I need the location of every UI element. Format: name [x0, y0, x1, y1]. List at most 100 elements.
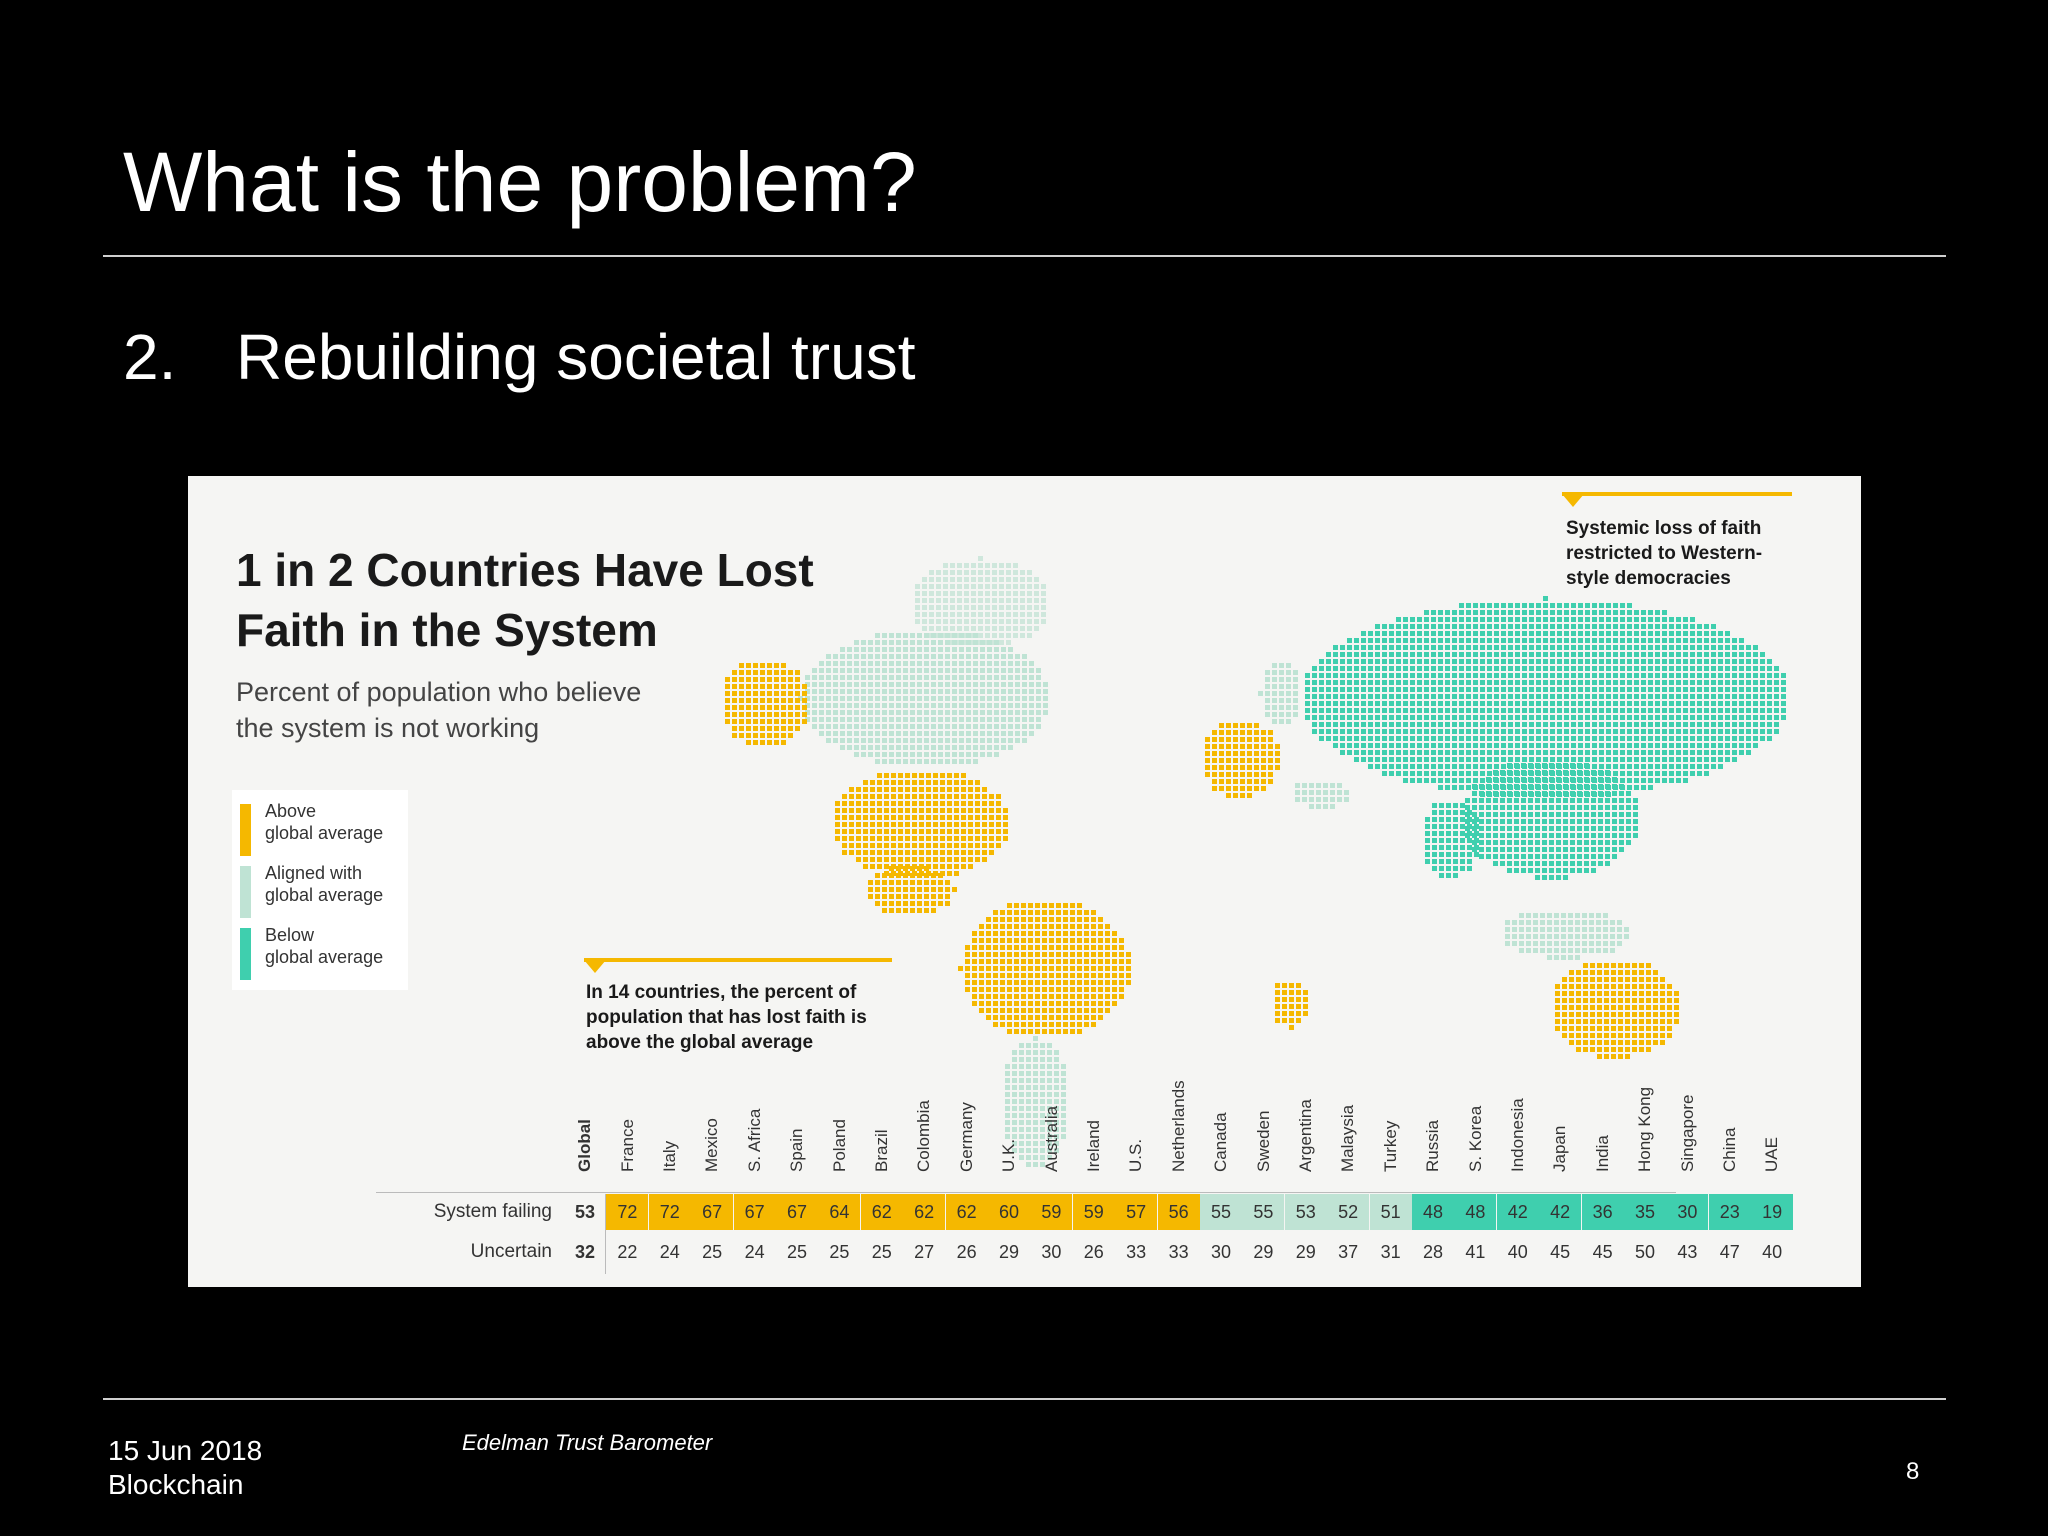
- table-cell: 40: [1507, 1242, 1528, 1262]
- callout-bottom-text: In 14 countries, the percent of populati…: [586, 982, 867, 1053]
- table-cell: 52: [1327, 1194, 1370, 1230]
- east-asia-region: [1465, 763, 1638, 880]
- south-america-south-region: [1005, 1036, 1066, 1167]
- column-header: Brazil: [872, 1129, 891, 1172]
- table-cell: 56: [1157, 1194, 1200, 1230]
- footer-date: 15 Jun 2018: [108, 1435, 263, 1466]
- legend-label-below: Below global average: [265, 925, 384, 967]
- table-cell: 72: [606, 1194, 649, 1230]
- table-cell: 28: [1422, 1242, 1444, 1262]
- table-cell: 53: [1284, 1194, 1327, 1230]
- footer-date-block: 15 Jun 2018 Blockchain: [108, 1434, 262, 1502]
- table-cell: 29: [998, 1242, 1020, 1262]
- table-cell: 51: [1369, 1194, 1412, 1230]
- mexico-region: [868, 866, 957, 913]
- column-header: Australia: [1041, 1105, 1061, 1172]
- table-cell: 22: [617, 1242, 638, 1262]
- column-header: Canada: [1211, 1112, 1231, 1172]
- column-header: India: [1592, 1135, 1612, 1172]
- callout-bottom-bar: [584, 958, 892, 962]
- australia-region: [1555, 963, 1679, 1059]
- asia-region: [1305, 596, 1786, 797]
- table-cell: 55: [1200, 1194, 1242, 1230]
- callout-top-text: Systemic loss of faith restricted to Wes…: [1566, 518, 1763, 589]
- canada-region: [798, 633, 1048, 764]
- table-cell: 43: [1677, 1242, 1698, 1262]
- infographic-image: 1 in 2 Countries Have Lost Faith in the …: [188, 476, 1861, 1287]
- column-header: S. Africa: [744, 1108, 764, 1172]
- column-header: Argentina: [1296, 1099, 1315, 1172]
- global-column-divider: [605, 1194, 607, 1274]
- table-cell: 33: [1168, 1242, 1189, 1262]
- infographic-subtitle: Percent of population who believe the sy…: [236, 674, 641, 746]
- table-cell: 31: [1380, 1242, 1401, 1262]
- table-cell: 33: [1126, 1242, 1147, 1262]
- table-cell: 62: [945, 1194, 988, 1230]
- table-cell: 24: [744, 1242, 765, 1262]
- column-header: Italy: [660, 1140, 679, 1172]
- infographic-title: 1 in 2 Countries Have Lost Faith in the …: [236, 540, 814, 660]
- greenland-region: [915, 556, 1046, 645]
- turkey-region: [1295, 783, 1349, 809]
- table-cell: 55: [1242, 1194, 1285, 1230]
- table-cell: 32: [574, 1242, 596, 1262]
- table-cell: 41: [1465, 1242, 1486, 1262]
- infographic-subtitle-line2: the system is not working: [236, 713, 540, 743]
- india-region: [1425, 803, 1479, 878]
- footer-source: Edelman Trust Barometer: [462, 1430, 713, 1455]
- infographic-title-line2: Faith in the System: [236, 604, 658, 656]
- table-cell: 25: [786, 1242, 808, 1262]
- table-cell: 67: [691, 1194, 734, 1230]
- column-header: Global: [575, 1119, 595, 1172]
- legend-label-aligned: Aligned with global average: [265, 863, 384, 905]
- column-header: Malaysia: [1338, 1104, 1358, 1172]
- row-label: Uncertain: [470, 1241, 552, 1262]
- infographic-subtitle-line1: Percent of population who believe: [236, 677, 642, 707]
- column-header: S. Korea: [1465, 1105, 1485, 1172]
- table-cell: 30: [1210, 1242, 1232, 1262]
- column-header: Poland: [829, 1119, 849, 1172]
- slide-title: What is the problem?: [123, 135, 917, 229]
- table-cell: 42: [1496, 1194, 1539, 1230]
- column-header: Ireland: [1084, 1120, 1103, 1172]
- subtitle-number: 2.: [123, 321, 177, 393]
- world-map: [725, 556, 1786, 1167]
- legend-swatch-above: [240, 804, 251, 856]
- table-cell: 26: [956, 1242, 977, 1262]
- column-header: Netherlands: [1168, 1080, 1188, 1172]
- table-cell: 45: [1592, 1242, 1613, 1262]
- table-cell: 30: [1041, 1242, 1062, 1262]
- table-cell: 29: [1295, 1242, 1316, 1262]
- se-asia-region: [1505, 913, 1629, 960]
- table-cell: 67: [733, 1194, 776, 1230]
- table-cell: 59: [1030, 1194, 1073, 1230]
- column-header: Indonesia: [1508, 1098, 1527, 1172]
- south-america-north-region: [958, 903, 1131, 1034]
- table-cell: 25: [829, 1242, 850, 1262]
- table-cell: 23: [1708, 1194, 1751, 1230]
- column-header: Japan: [1550, 1125, 1570, 1172]
- table-cell: 35: [1624, 1194, 1666, 1230]
- table-cell: 67: [776, 1194, 818, 1230]
- column-header: U.K.: [999, 1138, 1019, 1172]
- table-cell: 45: [1550, 1242, 1571, 1262]
- column-header: Germany: [956, 1102, 976, 1172]
- table-cell: 25: [871, 1242, 892, 1262]
- row-label: System failing: [433, 1201, 552, 1222]
- table-cell: 40: [1762, 1242, 1783, 1262]
- infographic-title-line1: 1 in 2 Countries Have Lost: [236, 544, 814, 596]
- column-header: Colombia: [914, 1100, 934, 1172]
- legend-swatch-below: [240, 928, 251, 980]
- table-cell: 62: [903, 1194, 946, 1230]
- table-cell: 36: [1581, 1194, 1624, 1230]
- legend-swatch-aligned: [240, 866, 251, 918]
- europe-west-region: [1205, 723, 1280, 798]
- table-top-line: [376, 1192, 1676, 1193]
- table-cell: 60: [988, 1194, 1030, 1230]
- column-header: Mexico: [702, 1118, 722, 1172]
- column-header: China: [1720, 1127, 1739, 1172]
- column-header: France: [617, 1119, 637, 1172]
- callout-top-bar: [1562, 492, 1792, 496]
- table-cell: 24: [659, 1242, 680, 1262]
- legend-label-above: Above global average: [265, 801, 384, 843]
